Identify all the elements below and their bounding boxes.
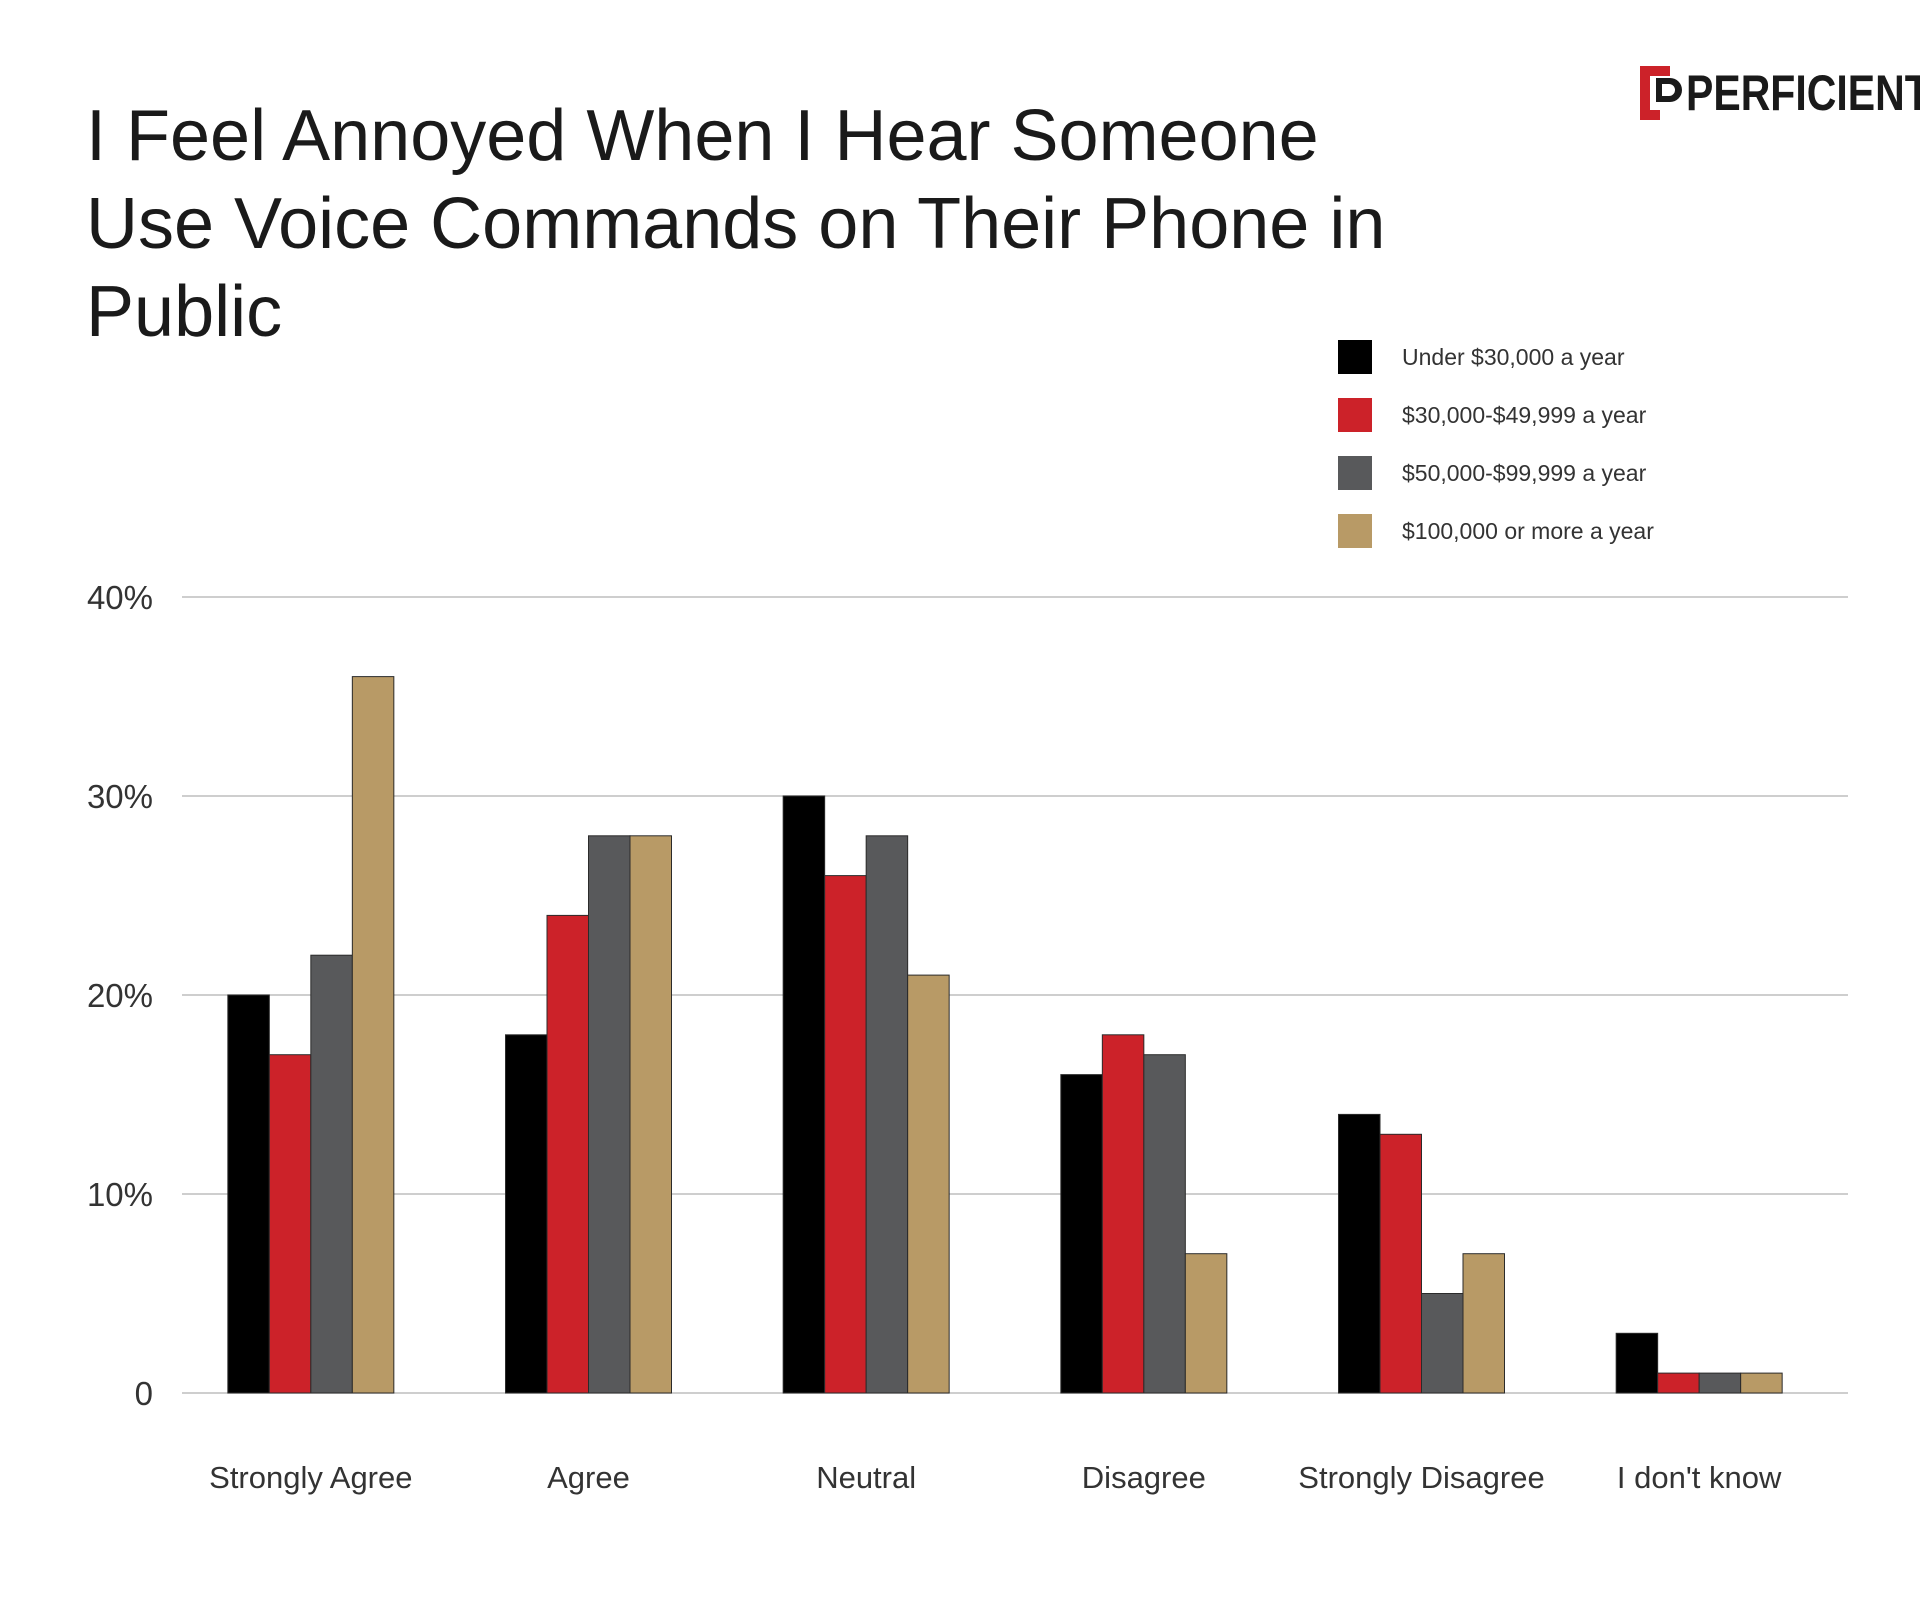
y-tick-label: 20% <box>87 977 153 1014</box>
bar <box>1379 1133 1422 1394</box>
legend-item: $100,000 or more a year <box>1338 502 1654 560</box>
bar <box>1657 1372 1700 1394</box>
legend-label: $50,000-$99,999 a year <box>1402 459 1647 486</box>
bar <box>310 954 353 1394</box>
bar <box>629 835 672 1394</box>
bar <box>1615 1332 1659 1394</box>
legend-swatch <box>1338 340 1372 374</box>
bar <box>1143 1054 1186 1394</box>
perficient-logo: PERFICIENT <box>1640 62 1920 124</box>
legend-swatch <box>1338 456 1372 490</box>
bar <box>865 835 909 1394</box>
y-tick-label: 0 <box>135 1375 153 1412</box>
bar <box>782 795 826 1394</box>
bar <box>1421 1293 1464 1394</box>
x-tick-label: Agree <box>547 1460 630 1495</box>
bar <box>505 1034 548 1394</box>
bar <box>1338 1113 1381 1394</box>
y-tick-label: 30% <box>87 778 153 815</box>
x-tick-label: Strongly Agree <box>209 1460 412 1495</box>
chart-title-line-2: Use Voice Commands on Their Phone in Pub… <box>86 184 1386 352</box>
bar <box>351 676 395 1394</box>
x-tick-label: Strongly Disagree <box>1298 1460 1544 1495</box>
bar <box>907 974 950 1394</box>
legend-item: Under $30,000 a year <box>1338 328 1654 386</box>
legend-swatch <box>1338 514 1372 548</box>
legend-item: $50,000-$99,999 a year <box>1338 444 1654 502</box>
chart-title-line-1: I Feel Annoyed When I Hear Someone <box>86 96 1319 176</box>
bar <box>588 835 631 1394</box>
perficient-logo-icon <box>1640 66 1682 120</box>
legend-label: $30,000-$49,999 a year <box>1402 401 1647 428</box>
x-tick-label: Disagree <box>1082 1460 1206 1495</box>
bar <box>1184 1253 1228 1394</box>
x-tick-label: I don't know <box>1617 1460 1782 1495</box>
bar <box>1101 1034 1145 1394</box>
legend-swatch <box>1338 398 1372 432</box>
bar <box>546 914 589 1394</box>
y-tick-label: 10% <box>87 1176 153 1213</box>
legend-item: $30,000-$49,999 a year <box>1338 386 1654 444</box>
y-tick-label: 40% <box>87 579 153 616</box>
legend-label: $100,000 or more a year <box>1402 517 1654 544</box>
x-tick-label: Neutral <box>816 1460 916 1495</box>
bar <box>824 875 867 1394</box>
bar <box>1740 1372 1783 1394</box>
legend-label: Under $30,000 a year <box>1402 343 1625 370</box>
chart-title: I Feel Annoyed When I Hear Someone Use V… <box>86 92 1586 356</box>
perficient-logo-text: PERFICIENT <box>1686 65 1920 121</box>
chart-legend: Under $30,000 a year $30,000-$49,999 a ye… <box>1338 328 1654 560</box>
bar <box>1060 1074 1103 1394</box>
bar <box>227 994 270 1394</box>
bar <box>1698 1372 1742 1394</box>
bar <box>1462 1253 1505 1394</box>
bar <box>268 1054 312 1394</box>
